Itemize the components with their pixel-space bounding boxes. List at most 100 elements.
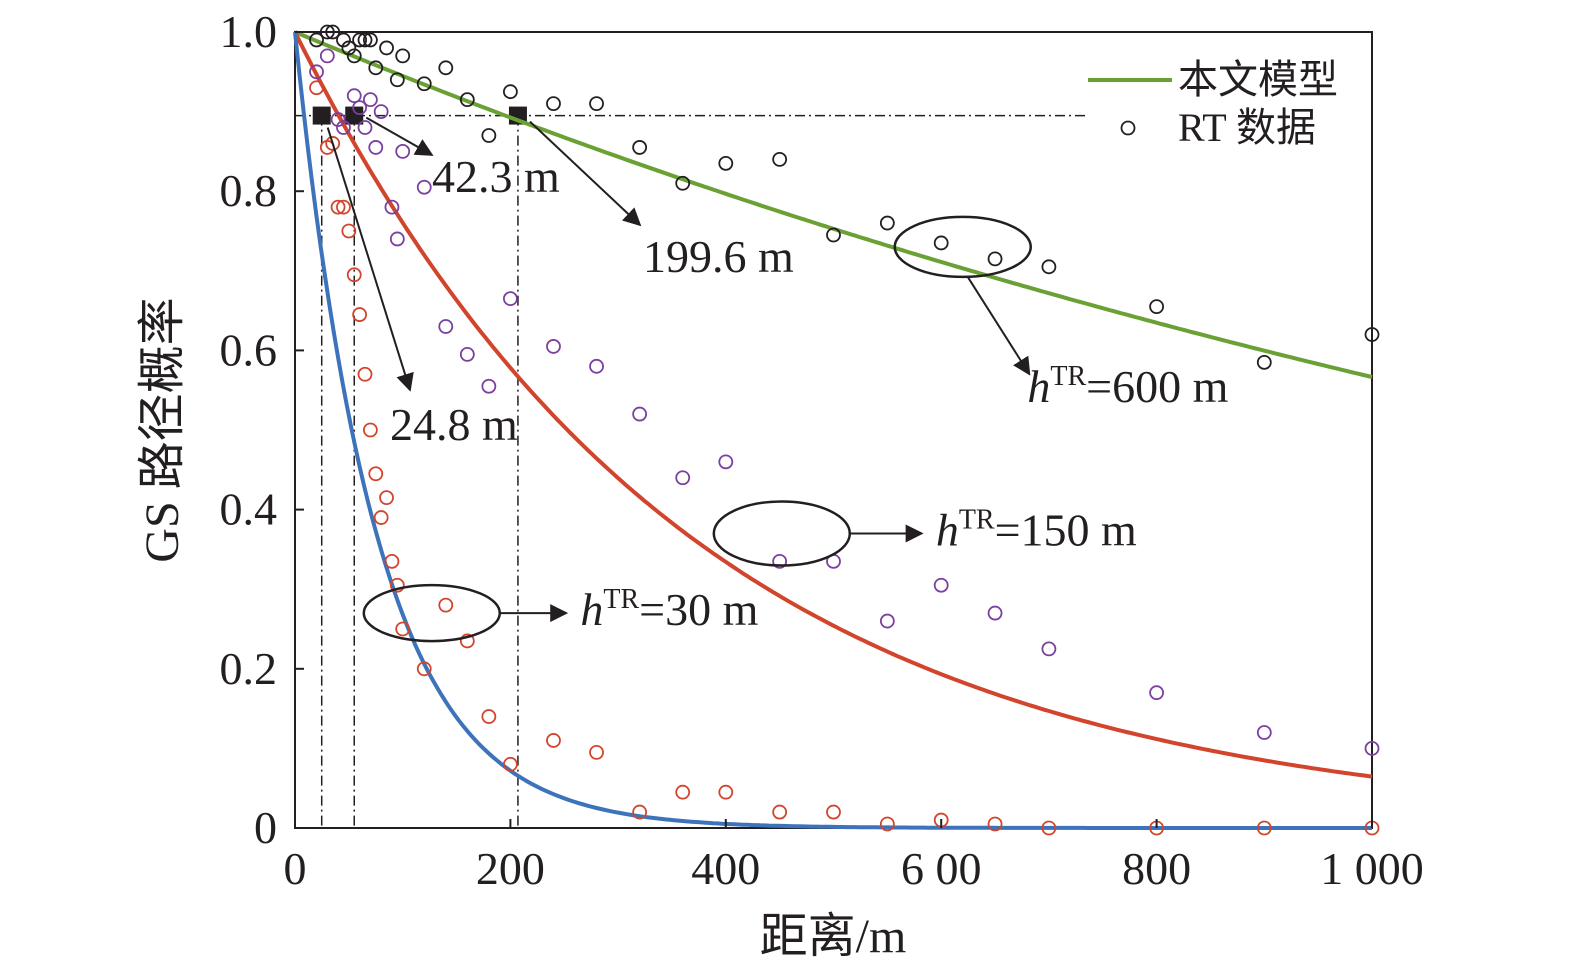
rt-point-h30 [330, 199, 346, 215]
rt-point-h30 [879, 816, 895, 832]
rt-point-h600 [675, 175, 691, 191]
y-tick-label: 0.8 [220, 165, 278, 216]
rt-point-h30 [772, 804, 788, 820]
rt-point-h150 [319, 48, 335, 64]
rt-point-h30 [502, 756, 518, 772]
rt-point-h600 [826, 227, 841, 243]
rt-point-h30 [325, 136, 341, 151]
x-tick-label: 800 [1122, 843, 1191, 894]
y-tick-label: 0.2 [220, 643, 278, 694]
rt-point-h600 [395, 48, 411, 64]
y-axis-title: GS 路径概率 [136, 297, 189, 562]
rt-point-h150 [933, 577, 949, 593]
rt-point-h600 [368, 60, 384, 76]
rt-point-h30 [1256, 820, 1272, 836]
x-axis-title: 距离/m [760, 910, 907, 963]
legend-label: RT 数据 [1178, 105, 1316, 150]
rt-point-h150 [357, 120, 373, 135]
y-tick-label: 0.4 [220, 484, 278, 535]
rt-point-h30 [379, 490, 394, 506]
legend-label: 本文模型 [1178, 57, 1338, 102]
distance-arrow [326, 127, 414, 392]
threshold-marker [312, 106, 331, 125]
rt-point-h150 [438, 319, 454, 334]
ellipse-h30 [362, 583, 502, 643]
rt-point-h150 [368, 140, 384, 155]
rt-point-h30 [346, 267, 362, 283]
axis-ticks: 0 200 400 6 00 800 1 000 0 0.2 0.4 0.6 0.8 1.0 [220, 6, 1424, 894]
rt-point-h30 [416, 661, 432, 677]
rt-point-h150 [336, 120, 351, 135]
rt-point-h30 [341, 223, 357, 239]
rt-point-h600 [389, 72, 405, 88]
distance-label: 24.8 m [390, 399, 518, 450]
rt-point-h30 [309, 80, 324, 96]
distance-arrow [529, 120, 642, 227]
rt-point-h30 [336, 199, 351, 215]
rt-point-h600 [502, 84, 518, 100]
rt-point-h30 [459, 633, 475, 649]
rt-point-h600 [772, 151, 788, 167]
rt-point-h30 [632, 804, 648, 820]
series-label-h600: hTR=600 m [1027, 361, 1228, 412]
rt-point-h30 [718, 784, 734, 800]
rt-point-h600 [1364, 327, 1380, 342]
rt-point-h150 [481, 378, 497, 394]
rt-point-h30 [368, 466, 384, 482]
rt-point-h150 [389, 231, 405, 247]
rt-point-h150 [352, 100, 368, 116]
rt-point-h150 [416, 179, 432, 195]
model-curve-h30 [293, 31, 1372, 830]
rt-point-h150 [1256, 725, 1272, 740]
rt-point-h150 [879, 613, 895, 629]
rt-point-h150 [546, 339, 561, 354]
rt-point-h30 [826, 804, 841, 820]
rt-point-h30 [675, 784, 691, 800]
rt-point-h600 [319, 24, 335, 40]
rt-point-h30 [352, 307, 368, 322]
legend-marker-swatch [1120, 120, 1136, 136]
rt-point-h30 [384, 553, 400, 569]
rt-point-h30 [389, 577, 405, 593]
rt-point-h600 [346, 48, 362, 64]
rt-point-h150 [330, 112, 346, 127]
threshold-guides [295, 106, 1087, 828]
rt-point-h600 [416, 76, 432, 92]
rt-point-h150 [718, 454, 734, 470]
rt-point-h600 [718, 155, 734, 171]
rt-point-h600 [546, 96, 561, 112]
rt-point-h150 [632, 406, 648, 422]
rt-point-h150 [987, 605, 1003, 621]
rt-point-h30 [373, 510, 389, 525]
rt-point-h150 [309, 64, 324, 80]
y-tick-label: 0.6 [220, 324, 278, 375]
rt-point-h600 [352, 32, 368, 48]
annotations: 24.8 m 42.3 m 199.6 m hTR=600 m hTR=150 m hTR… [326, 116, 1229, 643]
rt-point-h150 [362, 92, 378, 108]
rt-point-h600 [1256, 354, 1272, 370]
series-label-h150: hTR=150 m [936, 504, 1137, 555]
y-tick-label: 1.0 [220, 6, 278, 57]
rt-point-h600 [632, 140, 648, 155]
x-tick-label: 1 000 [1320, 843, 1424, 894]
rt-point-h600 [379, 40, 394, 56]
distance-label: 199.6 m [643, 231, 794, 282]
series-label-h30: hTR=30 m [580, 584, 758, 635]
x-tick-label: 6 00 [901, 843, 982, 894]
rt-point-h600 [589, 96, 604, 112]
rt-point-h600 [459, 92, 475, 108]
rt-point-h150 [675, 470, 691, 486]
rt-point-h150 [395, 143, 411, 159]
rt-point-h30 [395, 621, 411, 637]
rt-points [309, 24, 1380, 836]
distance-label: 42.3 m [432, 151, 560, 202]
rt-point-h600 [309, 32, 324, 48]
rt-point-h30 [481, 709, 497, 724]
rt-point-h150 [502, 291, 518, 307]
series-arrow-h600 [966, 276, 1031, 376]
x-tick-label: 200 [476, 843, 545, 894]
rt-point-h30 [362, 422, 378, 438]
rt-point-h600 [879, 215, 895, 231]
